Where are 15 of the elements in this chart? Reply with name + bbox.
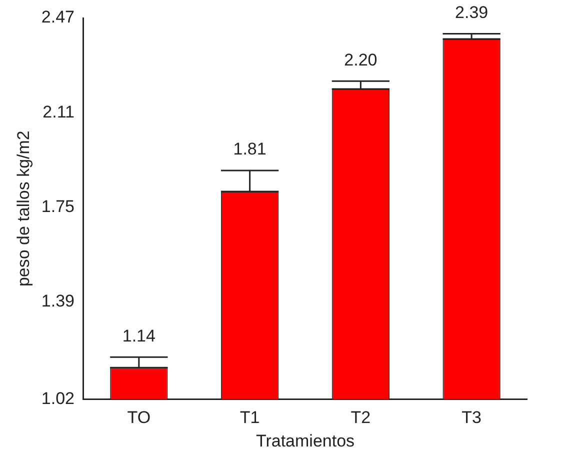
x-axis-title: Tratamientos <box>256 431 355 450</box>
y-tick-label: 1.75 <box>41 196 74 216</box>
y-tick-label: 1.02 <box>41 388 74 408</box>
y-axis-title: peso de tallos kg/m2 <box>14 130 33 287</box>
data-label: 1.14 <box>122 326 156 346</box>
data-label: 1.81 <box>233 140 266 159</box>
x-tick-label: T3 <box>462 408 482 428</box>
y-tick-label: 2.11 <box>42 102 74 122</box>
y-tick-label: 2.47 <box>41 8 74 27</box>
x-tick-label: TO <box>127 408 151 428</box>
x-tick-label: T2 <box>350 408 371 428</box>
data-label: 2.20 <box>344 50 378 70</box>
y-tick-label: 1.39 <box>41 292 74 311</box>
data-label: 2.39 <box>455 2 488 22</box>
x-tick-label: T1 <box>240 408 260 428</box>
